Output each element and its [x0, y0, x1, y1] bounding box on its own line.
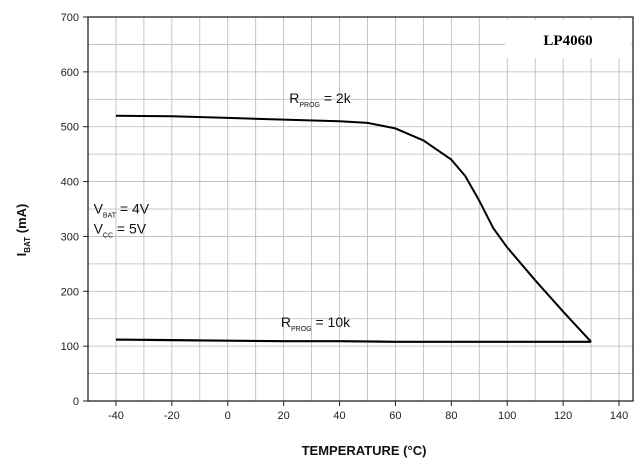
chart-title: LP4060	[543, 33, 592, 49]
y-axis: 0 100 200 300 400 500 600 700	[61, 12, 88, 408]
x-tick-label: 60	[389, 410, 401, 422]
x-axis-title: TEMPERATURE (°C)	[302, 443, 427, 458]
x-tick-label: 0	[225, 410, 231, 422]
series-group	[115, 114, 592, 343]
y-tick-label: 500	[61, 122, 79, 134]
x-tick-label: 40	[333, 410, 345, 422]
y-tick-label: 700	[61, 12, 79, 24]
annotation-2: RPROG = 10k	[281, 314, 351, 333]
y-tick-label: 300	[61, 231, 79, 243]
annotation-3: VBAT = 4V	[94, 200, 150, 219]
x-tick-label: 120	[554, 410, 572, 422]
x-tick-label: 100	[498, 410, 516, 422]
annotations: RPROG = 2k RPROG = 10k VBAT = 4V VCC = 5V	[94, 90, 352, 333]
x-tick-label: 80	[445, 410, 457, 422]
y-axis-title-main: I	[14, 253, 29, 257]
y-tick-label: 400	[61, 177, 79, 189]
y-axis-title-sub: BAT	[23, 237, 32, 253]
y-axis-title: IBAT (mA)	[14, 204, 32, 257]
x-tick-label: 20	[278, 410, 290, 422]
annotation-4: VCC = 5V	[94, 221, 147, 240]
x-axis: -40 -20 0 20 40 60 80 100 120 140	[108, 401, 628, 422]
x-tick-label: -40	[108, 410, 124, 422]
plot-frame	[87, 16, 634, 402]
svg-text:IBAT (mA): IBAT (mA)	[14, 204, 32, 257]
y-axis-title-unit: (mA)	[14, 204, 29, 234]
x-tick-label: 140	[610, 410, 628, 422]
x-tick-label: -20	[164, 410, 180, 422]
series-line-2	[115, 338, 592, 343]
annotation-1: RPROG = 2k	[289, 90, 351, 109]
y-tick-label: 600	[61, 67, 79, 79]
y-tick-label: 200	[61, 286, 79, 298]
part-number-box	[505, 20, 631, 58]
series-line-1	[115, 114, 592, 343]
y-tick-label: 100	[61, 341, 79, 353]
y-tick-label: 0	[73, 396, 79, 408]
